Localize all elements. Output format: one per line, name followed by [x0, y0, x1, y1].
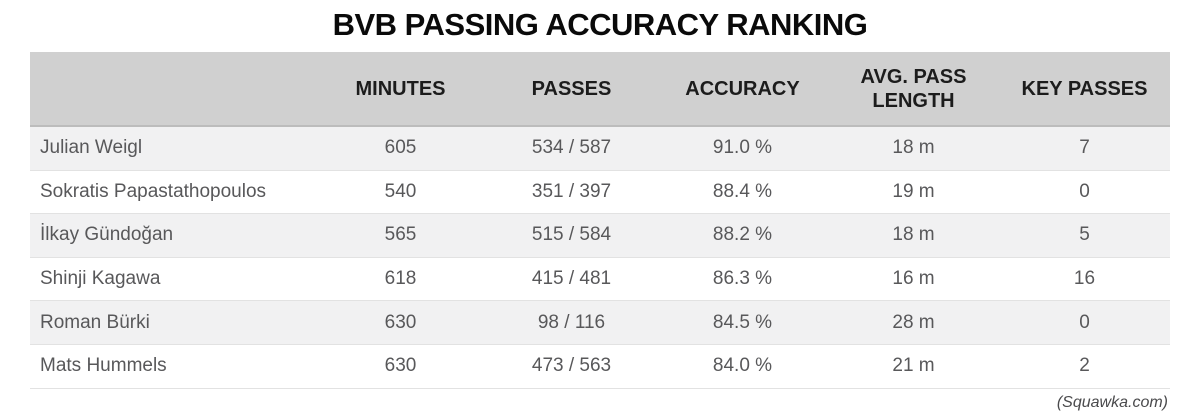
accuracy-cell: 84.0 %: [712, 355, 773, 377]
page-title: BVB PASSING ACCURACY RANKING: [332, 7, 868, 42]
passing-accuracy-table: MINUTES PASSES ACCURACY AVG. PASS LENGTH…: [30, 52, 1170, 389]
player-name-cell: İlkay Gündoğan: [40, 224, 174, 246]
table-row: Mats Hummels 630 473 / 563 84.0 % 21 m 2: [30, 344, 1170, 389]
avg-pass-length-cell: 18 m: [892, 224, 935, 246]
table-row: İlkay Gündoğan 565 515 / 584 88.2 % 18 m…: [30, 214, 1170, 258]
passes-column-header: PASSES: [531, 77, 612, 100]
accuracy-column-header: ACCURACY: [685, 77, 800, 100]
passes-cell: 415 / 481: [531, 268, 612, 290]
key-passes-cell: 0: [1079, 180, 1090, 202]
key-passes-column-header: KEY PASSES: [1021, 77, 1148, 100]
passes-cell: 473 / 563: [531, 355, 612, 377]
accuracy-cell: 88.4 %: [712, 180, 773, 202]
minutes-cell: 618: [384, 268, 417, 290]
accuracy-cell: 91.0 %: [712, 137, 773, 159]
minutes-cell: 565: [384, 224, 417, 246]
avg-pass-length-cell: 21 m: [892, 355, 935, 377]
player-name-cell: Roman Bürki: [40, 311, 150, 333]
player-name-cell: Sokratis Papastathopoulos: [40, 180, 267, 202]
key-passes-cell: 0: [1079, 311, 1090, 333]
table-row: Sokratis Papastathopoulos 540 351 / 397 …: [30, 170, 1170, 215]
key-passes-cell: 7: [1079, 137, 1090, 159]
passes-cell: 98 / 116: [537, 311, 606, 333]
player-name-cell: Shinji Kagawa: [40, 268, 161, 290]
player-name-cell: Mats Hummels: [40, 355, 167, 377]
table-header-row: MINUTES PASSES ACCURACY AVG. PASS LENGTH…: [30, 52, 1170, 127]
key-passes-cell: 2: [1079, 355, 1090, 377]
minutes-column-header: MINUTES: [355, 77, 446, 100]
minutes-cell: 540: [384, 180, 417, 202]
accuracy-cell: 88.2 %: [712, 224, 773, 246]
avg-pass-length-cell: 19 m: [892, 180, 935, 202]
avg-pass-length-column-header: AVG. PASS LENGTH: [860, 65, 967, 112]
key-passes-cell: 5: [1079, 224, 1090, 246]
minutes-cell: 605: [384, 137, 417, 159]
avg-pass-length-cell: 16 m: [892, 268, 935, 290]
player-name-cell: Julian Weigl: [40, 137, 143, 159]
table-row: Roman Bürki 630 98 / 116 84.5 % 28 m 0: [30, 301, 1170, 345]
source-credit: (Squawka.com): [1056, 394, 1168, 411]
accuracy-cell: 86.3 %: [712, 268, 773, 290]
table-row: Julian Weigl 605 534 / 587 91.0 % 18 m 7: [30, 127, 1170, 171]
passes-cell: 515 / 584: [531, 224, 612, 246]
accuracy-cell: 84.5 %: [712, 311, 773, 333]
passes-cell: 351 / 397: [531, 180, 612, 202]
minutes-cell: 630: [384, 355, 417, 377]
table-row: Shinji Kagawa 618 415 / 481 86.3 % 16 m …: [30, 257, 1170, 302]
passes-cell: 534 / 587: [531, 137, 612, 159]
minutes-cell: 630: [384, 311, 417, 333]
avg-pass-length-cell: 18 m: [892, 137, 935, 159]
key-passes-cell: 16: [1073, 268, 1096, 290]
avg-pass-length-cell: 28 m: [892, 311, 935, 333]
